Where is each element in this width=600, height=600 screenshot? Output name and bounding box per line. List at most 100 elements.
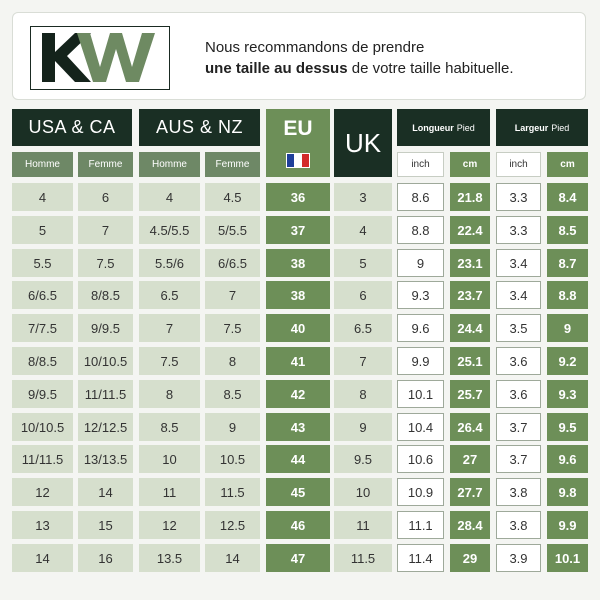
cell-wid-in: 3.4 (496, 249, 541, 277)
cell-len-cm: 23.1 (450, 249, 490, 277)
cell-usa-h: 13 (12, 511, 73, 539)
header-aus-nz: AUS & NZ (139, 109, 260, 146)
cell-usa-f: 6 (78, 183, 133, 211)
subheader-aus-femme: Femme (205, 152, 260, 177)
subheader-aus-homme: Homme (139, 152, 200, 177)
foot-length-bold: Longueur (412, 122, 454, 133)
header-foot-width: Largeur Pied (496, 109, 588, 146)
header-eu-label: EU (283, 117, 313, 140)
header-eu: EU (266, 109, 330, 177)
cell-wid-in: 3.4 (496, 281, 541, 309)
cell-len-in: 9 (397, 249, 444, 277)
cell-len-cm: 21.8 (450, 183, 490, 211)
cell-wid-cm: 9.5 (547, 413, 588, 441)
cell-wid-in: 3.7 (496, 413, 541, 441)
header-uk: UK (334, 109, 392, 177)
cell-uk: 11 (334, 511, 392, 539)
cell-eu: 47 (266, 544, 330, 572)
cell-len-cm: 28.4 (450, 511, 490, 539)
cell-len-cm: 27.7 (450, 478, 490, 506)
cell-eu: 43 (266, 413, 330, 441)
cell-usa-f: 7.5 (78, 249, 133, 277)
cell-usa-f: 7 (78, 216, 133, 244)
cell-len-in: 8.8 (397, 216, 444, 244)
cell-wid-cm: 8.5 (547, 216, 588, 244)
cell-len-in: 10.6 (397, 445, 444, 473)
cell-aus-f: 11.5 (205, 478, 260, 506)
subheader-usa-femme: Femme (78, 152, 133, 177)
subheader-usa-homme: Homme (12, 152, 73, 177)
cell-len-in: 9.9 (397, 347, 444, 375)
tagline-rest: de votre taille habituelle. (347, 60, 514, 77)
cell-uk: 9 (334, 413, 392, 441)
cell-len-in: 11.1 (397, 511, 444, 539)
cell-aus-h: 6.5 (139, 281, 200, 309)
cell-len-cm: 27 (450, 445, 490, 473)
cell-eu: 36 (266, 183, 330, 211)
cell-usa-f: 14 (78, 478, 133, 506)
tagline-bold: une taille au dessus (205, 60, 348, 77)
cell-wid-in: 3.9 (496, 544, 541, 572)
cell-len-in: 8.6 (397, 183, 444, 211)
cell-wid-cm: 9.8 (547, 478, 588, 506)
cell-aus-f: 9 (205, 413, 260, 441)
cell-aus-h: 8 (139, 380, 200, 408)
cell-wid-in: 3.6 (496, 380, 541, 408)
cell-wid-in: 3.5 (496, 314, 541, 342)
cell-uk: 7 (334, 347, 392, 375)
foot-width-bold: Largeur (514, 122, 549, 133)
cell-wid-in: 3.8 (496, 511, 541, 539)
cell-eu: 38 (266, 249, 330, 277)
foot-width-rest: Pied (551, 122, 570, 133)
cell-usa-h: 10/10.5 (12, 413, 73, 441)
cell-wid-in: 3.6 (496, 347, 541, 375)
cell-wid-cm: 9.3 (547, 380, 588, 408)
cell-len-cm: 24.4 (450, 314, 490, 342)
subheader-width-inch: inch (496, 152, 541, 177)
cell-wid-in: 3.3 (496, 183, 541, 211)
cell-uk: 4 (334, 216, 392, 244)
cell-wid-cm: 9 (547, 314, 588, 342)
cell-uk: 9.5 (334, 445, 392, 473)
cell-eu: 38 (266, 281, 330, 309)
cell-wid-cm: 9.2 (547, 347, 588, 375)
cell-wid-cm: 10.1 (547, 544, 588, 572)
cell-wid-cm: 8.4 (547, 183, 588, 211)
cell-len-cm: 23.7 (450, 281, 490, 309)
france-flag-icon (286, 153, 310, 168)
header-usa-ca: USA & CA (12, 109, 132, 146)
subheader-length-cm: cm (450, 152, 490, 177)
cell-usa-h: 8/8.5 (12, 347, 73, 375)
cell-aus-h: 7 (139, 314, 200, 342)
cell-eu: 46 (266, 511, 330, 539)
cell-aus-h: 7.5 (139, 347, 200, 375)
cell-wid-cm: 8.7 (547, 249, 588, 277)
cell-usa-h: 11/11.5 (12, 445, 73, 473)
cell-len-in: 10.1 (397, 380, 444, 408)
cell-wid-in: 3.7 (496, 445, 541, 473)
cell-len-in: 10.4 (397, 413, 444, 441)
cell-len-cm: 25.1 (450, 347, 490, 375)
cell-usa-f: 12/12.5 (78, 413, 133, 441)
cell-aus-f: 12.5 (205, 511, 260, 539)
cell-wid-in: 3.3 (496, 216, 541, 244)
tagline-line1: Nous recommandons de prendre (205, 39, 425, 56)
cell-aus-h: 8.5 (139, 413, 200, 441)
cell-aus-f: 4.5 (205, 183, 260, 211)
header-foot-length: Longueur Pied (397, 109, 490, 146)
cell-len-in: 10.9 (397, 478, 444, 506)
cell-usa-f: 10/10.5 (78, 347, 133, 375)
cell-usa-h: 6/6.5 (12, 281, 73, 309)
cell-aus-f: 10.5 (205, 445, 260, 473)
cell-usa-h: 5 (12, 216, 73, 244)
cell-uk: 11.5 (334, 544, 392, 572)
cell-aus-f: 7.5 (205, 314, 260, 342)
cell-len-cm: 22.4 (450, 216, 490, 244)
cell-uk: 5 (334, 249, 392, 277)
cell-aus-h: 11 (139, 478, 200, 506)
cell-usa-h: 4 (12, 183, 73, 211)
recommendation-banner: Nous recommandons de prendre une taille … (12, 12, 586, 100)
cell-uk: 3 (334, 183, 392, 211)
cell-aus-f: 5/5.5 (205, 216, 260, 244)
cell-uk: 6 (334, 281, 392, 309)
